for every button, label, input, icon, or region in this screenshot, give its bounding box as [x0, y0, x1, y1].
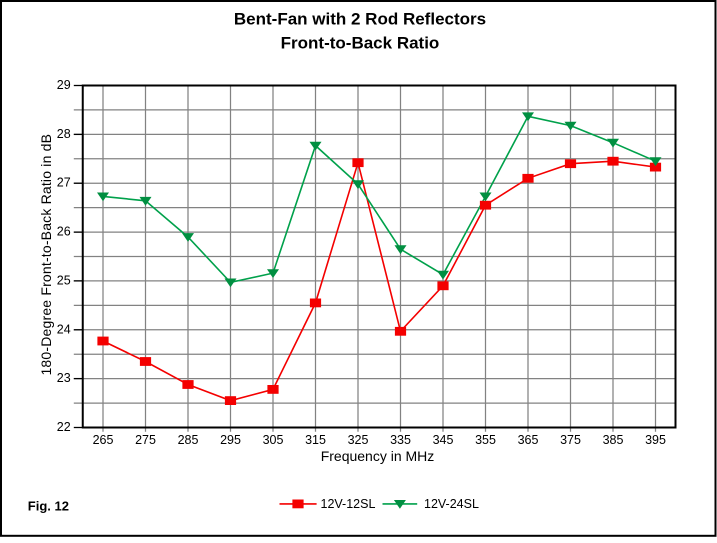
svg-text:22: 22 — [57, 420, 71, 434]
svg-text:Frequency in MHz: Frequency in MHz — [321, 448, 435, 464]
svg-text:395: 395 — [645, 433, 666, 447]
svg-text:385: 385 — [603, 433, 624, 447]
svg-text:375: 375 — [560, 433, 581, 447]
svg-text:Front-to-Back Ratio: Front-to-Back Ratio — [281, 33, 440, 52]
svg-text:315: 315 — [305, 433, 326, 447]
svg-text:325: 325 — [348, 433, 369, 447]
svg-text:27: 27 — [57, 176, 71, 190]
svg-text:25: 25 — [57, 273, 71, 287]
svg-text:24: 24 — [57, 322, 71, 336]
svg-text:29: 29 — [57, 78, 71, 92]
svg-text:295: 295 — [220, 433, 241, 447]
svg-text:23: 23 — [57, 371, 71, 385]
svg-text:355: 355 — [475, 433, 496, 447]
svg-text:26: 26 — [57, 225, 71, 239]
svg-text:Bent-Fan with 2 Rod Reflectors: Bent-Fan with 2 Rod Reflectors — [234, 9, 486, 28]
svg-text:12V-12SL: 12V-12SL — [321, 497, 376, 511]
svg-text:265: 265 — [93, 433, 114, 447]
svg-text:12V-24SL: 12V-24SL — [424, 497, 479, 511]
svg-text:285: 285 — [178, 433, 199, 447]
svg-text:335: 335 — [390, 433, 411, 447]
svg-text:305: 305 — [263, 433, 284, 447]
svg-text:345: 345 — [433, 433, 454, 447]
svg-text:180-Degree Front-to-Back Ratio: 180-Degree Front-to-Back Ratio in dB — [38, 134, 54, 375]
svg-text:Fig. 12: Fig. 12 — [28, 498, 69, 513]
svg-text:28: 28 — [57, 127, 71, 141]
svg-text:365: 365 — [518, 433, 539, 447]
svg-text:275: 275 — [135, 433, 156, 447]
